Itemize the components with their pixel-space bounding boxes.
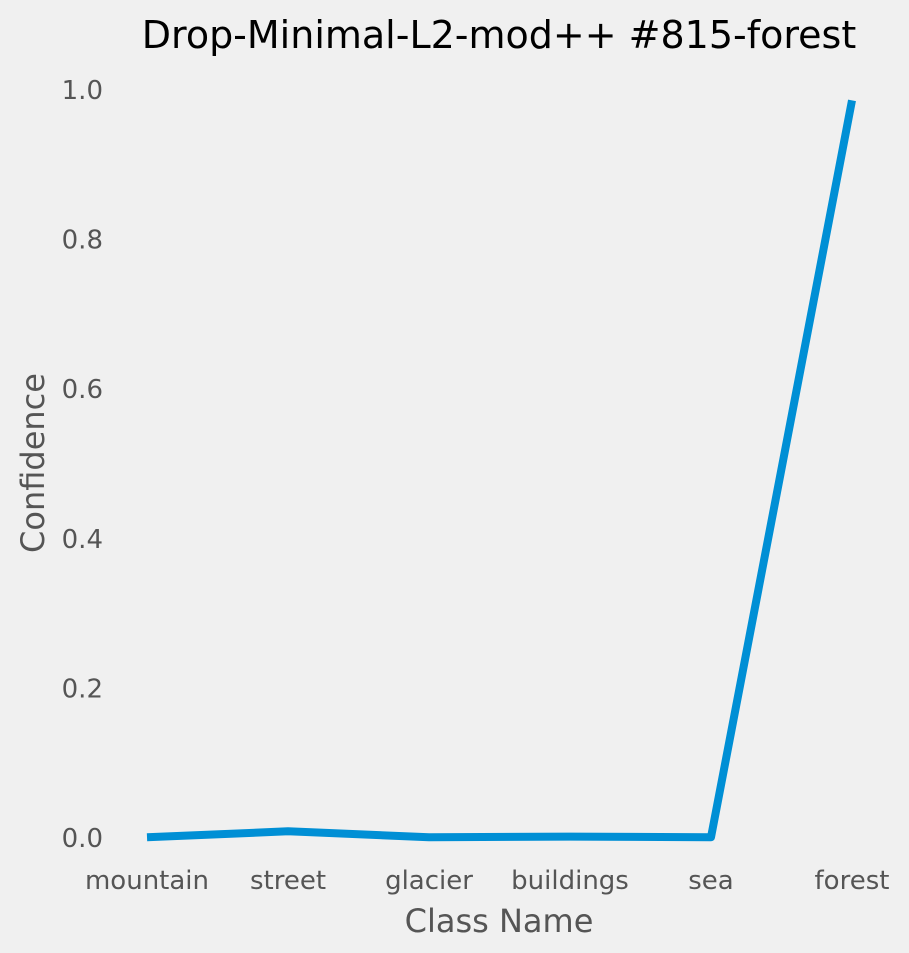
x-tick-label: sea bbox=[688, 866, 733, 896]
x-tick-label: street bbox=[250, 866, 326, 896]
x-axis-title: Class Name bbox=[405, 902, 594, 940]
y-tick-label: 0.8 bbox=[62, 226, 103, 256]
x-tick-label: mountain bbox=[85, 866, 209, 896]
y-axis-ticks: 0.0 0.2 0.4 0.6 0.8 1.0 bbox=[62, 76, 103, 854]
y-axis-title: Confidence bbox=[14, 373, 52, 553]
x-tick-label: buildings bbox=[511, 866, 629, 896]
y-tick-label: 0.6 bbox=[62, 375, 103, 405]
x-tick-label: glacier bbox=[385, 866, 473, 896]
y-tick-label: 0.2 bbox=[62, 674, 103, 704]
y-tick-label: 0.4 bbox=[62, 525, 103, 555]
y-tick-label: 0.0 bbox=[62, 824, 103, 854]
chart-title: Drop-Minimal-L2-mod++ #815-forest bbox=[142, 13, 856, 57]
x-axis-ticks: mountain street glacier buildings sea forest bbox=[85, 866, 889, 896]
series-layer bbox=[146, 99, 856, 842]
x-tick-label: forest bbox=[815, 866, 890, 896]
series-line bbox=[146, 99, 856, 842]
y-tick-label: 1.0 bbox=[62, 76, 103, 106]
